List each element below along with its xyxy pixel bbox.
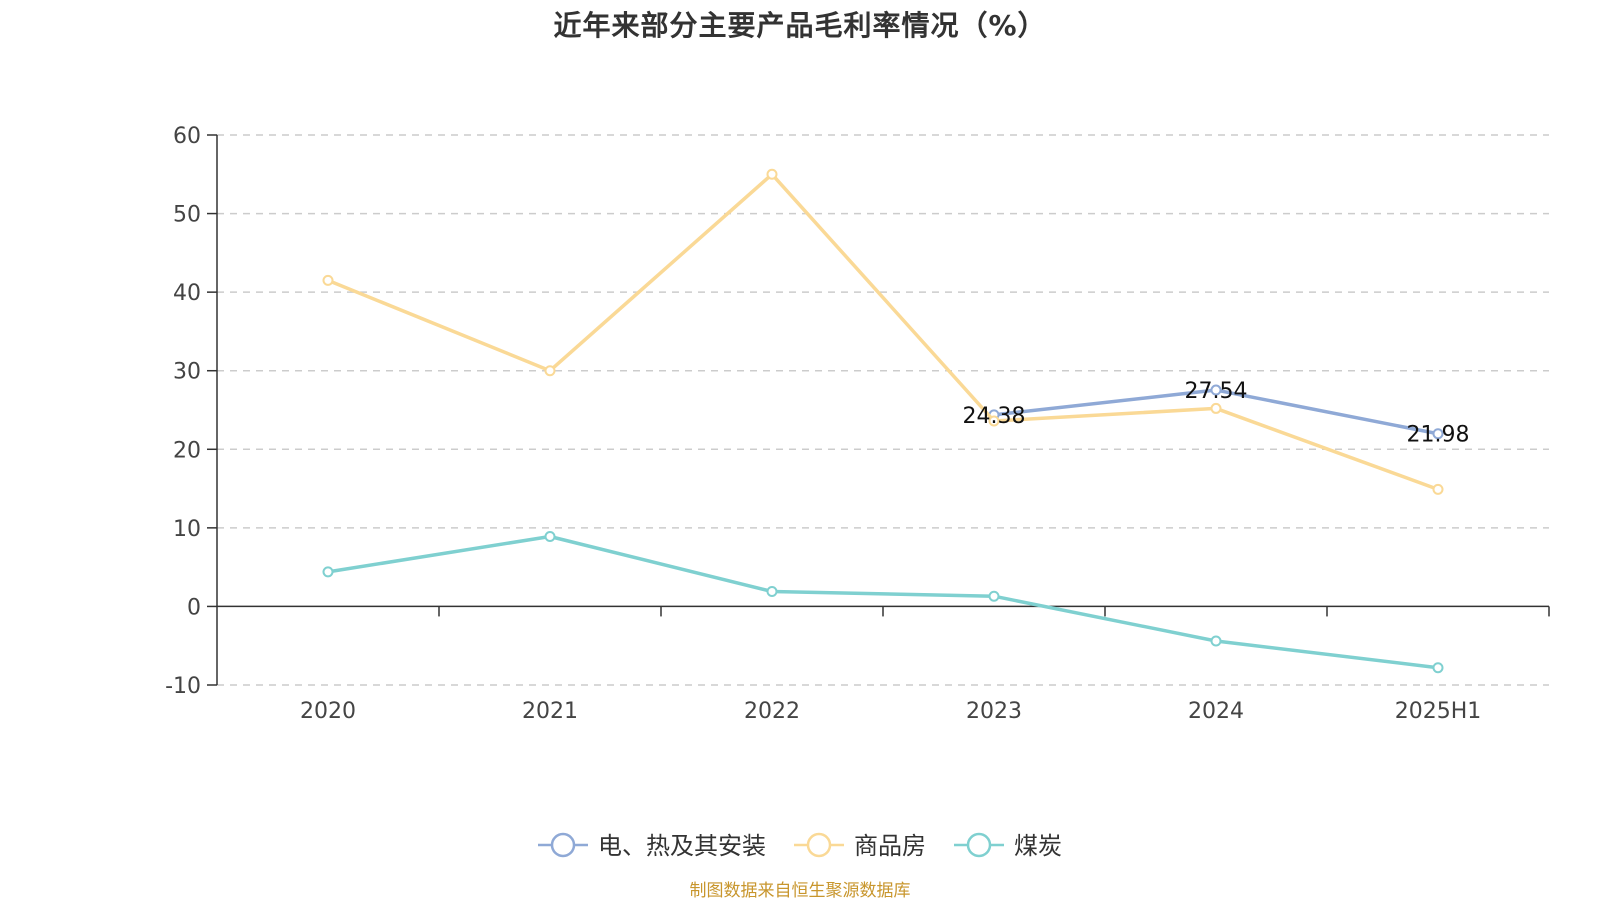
series-lines xyxy=(322,168,1444,674)
data-point[interactable] xyxy=(766,586,778,597)
data-label: 24.38 xyxy=(963,404,1026,429)
x-tick-label: 2023 xyxy=(966,699,1022,724)
data-point[interactable] xyxy=(766,168,778,180)
y-tick-label: 0 xyxy=(187,595,201,620)
grid-lines xyxy=(217,134,1549,686)
series-line-2 xyxy=(326,534,1440,670)
data-labels: 24.38 27.54 21.98 xyxy=(963,379,1470,448)
legend-circle-icon xyxy=(550,832,576,858)
y-tick-label: -10 xyxy=(165,674,201,699)
legend-item-1[interactable]: 商品房 xyxy=(794,832,926,860)
y-tick-label: 60 xyxy=(173,124,201,149)
source-note: 制图数据来自恒生聚源数据库 xyxy=(689,881,911,901)
legend-label: 煤炭 xyxy=(1014,832,1062,860)
x-tick-label: 2024 xyxy=(1188,699,1244,724)
y-tick-label: 50 xyxy=(173,203,201,228)
data-point[interactable] xyxy=(1432,483,1444,495)
y-tick-label: 40 xyxy=(173,281,201,306)
x-tick-label: 2025H1 xyxy=(1395,699,1482,724)
data-label: 21.98 xyxy=(1407,423,1470,448)
y-tick-label: 30 xyxy=(173,360,201,385)
x-tick-label: 2022 xyxy=(744,699,800,724)
data-point[interactable] xyxy=(1210,635,1222,647)
data-point[interactable] xyxy=(322,274,334,286)
legend-label: 商品房 xyxy=(854,832,926,860)
data-point[interactable] xyxy=(322,566,334,578)
legend-item-0[interactable]: 电、热及其安装 xyxy=(538,832,766,860)
chart-title: 近年来部分主要产品毛利率情况（%） xyxy=(553,9,1047,42)
data-point[interactable] xyxy=(1210,384,1222,396)
data-point[interactable] xyxy=(544,531,556,542)
legend-label: 电、热及其安装 xyxy=(598,832,766,860)
legend: 电、热及其安装 商品房 煤炭 xyxy=(538,832,1062,860)
data-point[interactable] xyxy=(1432,428,1444,440)
data-point[interactable] xyxy=(988,415,1000,427)
y-tick-label: 10 xyxy=(173,517,201,542)
data-label: 27.54 xyxy=(1185,379,1248,404)
data-point[interactable] xyxy=(1210,402,1222,414)
x-tick-label: 2020 xyxy=(300,699,356,724)
legend-circle-icon xyxy=(966,832,992,858)
data-point[interactable] xyxy=(988,590,1000,602)
x-tick-label: 2021 xyxy=(522,699,578,724)
y-tick-label: 20 xyxy=(173,438,201,463)
legend-circle-icon xyxy=(806,832,832,858)
series-line-1 xyxy=(326,172,1440,492)
data-point[interactable] xyxy=(1432,662,1444,674)
legend-item-2[interactable]: 煤炭 xyxy=(954,832,1062,860)
data-point[interactable] xyxy=(544,365,556,377)
axes: -10 0 10 20 30 40 50 60 2020 2021 2022 2023 2024 2025… xyxy=(165,124,1550,724)
